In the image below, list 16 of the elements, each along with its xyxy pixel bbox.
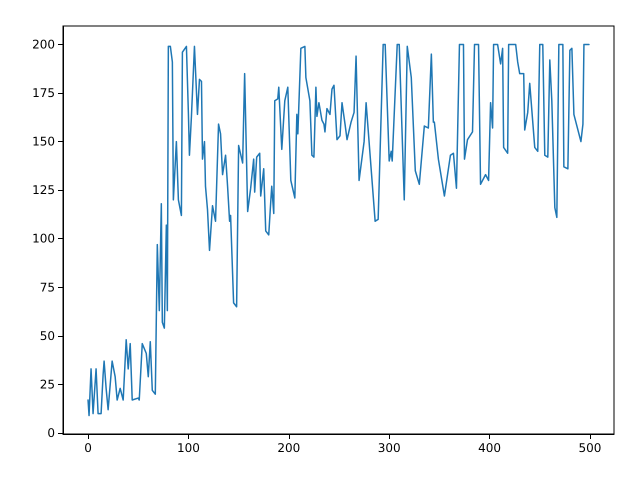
x-tick-label: 300: [378, 441, 401, 455]
x-tick-label: 400: [478, 441, 502, 455]
line-series: [87, 44, 590, 416]
y-tick-label: 175: [32, 86, 55, 100]
x-tick-label: 0: [84, 441, 92, 455]
y-tick-label: 75: [40, 280, 55, 294]
y-tick-label: 100: [32, 232, 55, 246]
y-tick-label: 50: [40, 328, 55, 343]
x-tick-label: 100: [176, 441, 200, 455]
x-tick-label: 500: [578, 441, 602, 455]
y-tick-label: 0: [47, 426, 55, 440]
y-tick-label: 150: [32, 134, 55, 149]
x-tick-label: 200: [277, 441, 300, 455]
y-tick-label: 125: [32, 183, 55, 198]
y-tick-label: 200: [32, 37, 55, 52]
y-tick-label: 25: [40, 377, 55, 392]
